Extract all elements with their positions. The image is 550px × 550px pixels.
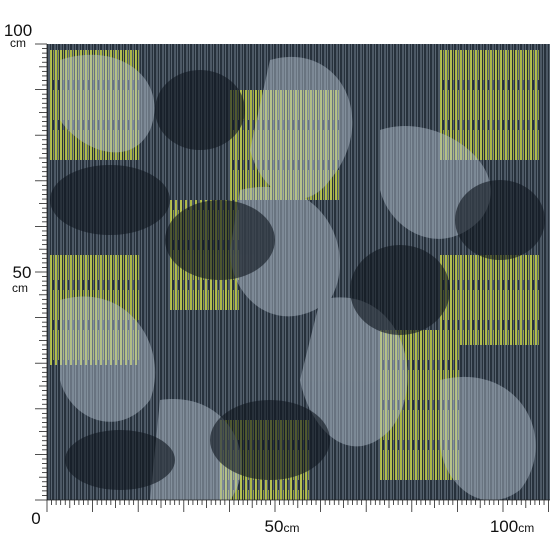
ruler-number: 50	[265, 517, 284, 536]
ruler-label: 50	[13, 263, 32, 282]
ruler-label: 100cm	[490, 517, 534, 536]
ruler-label: 0	[31, 509, 40, 528]
ruler-unit: cm	[518, 521, 534, 535]
ruler-unit: cm	[283, 521, 299, 535]
ruler-unit: cm	[10, 36, 26, 50]
ruler-number: 100	[490, 517, 518, 536]
ruler-label: 100	[4, 21, 32, 40]
ruler-unit: cm	[12, 281, 28, 295]
ruler-label: 50cm	[265, 517, 300, 536]
fabric	[47, 44, 550, 500]
ruler-ticks	[35, 43, 550, 512]
